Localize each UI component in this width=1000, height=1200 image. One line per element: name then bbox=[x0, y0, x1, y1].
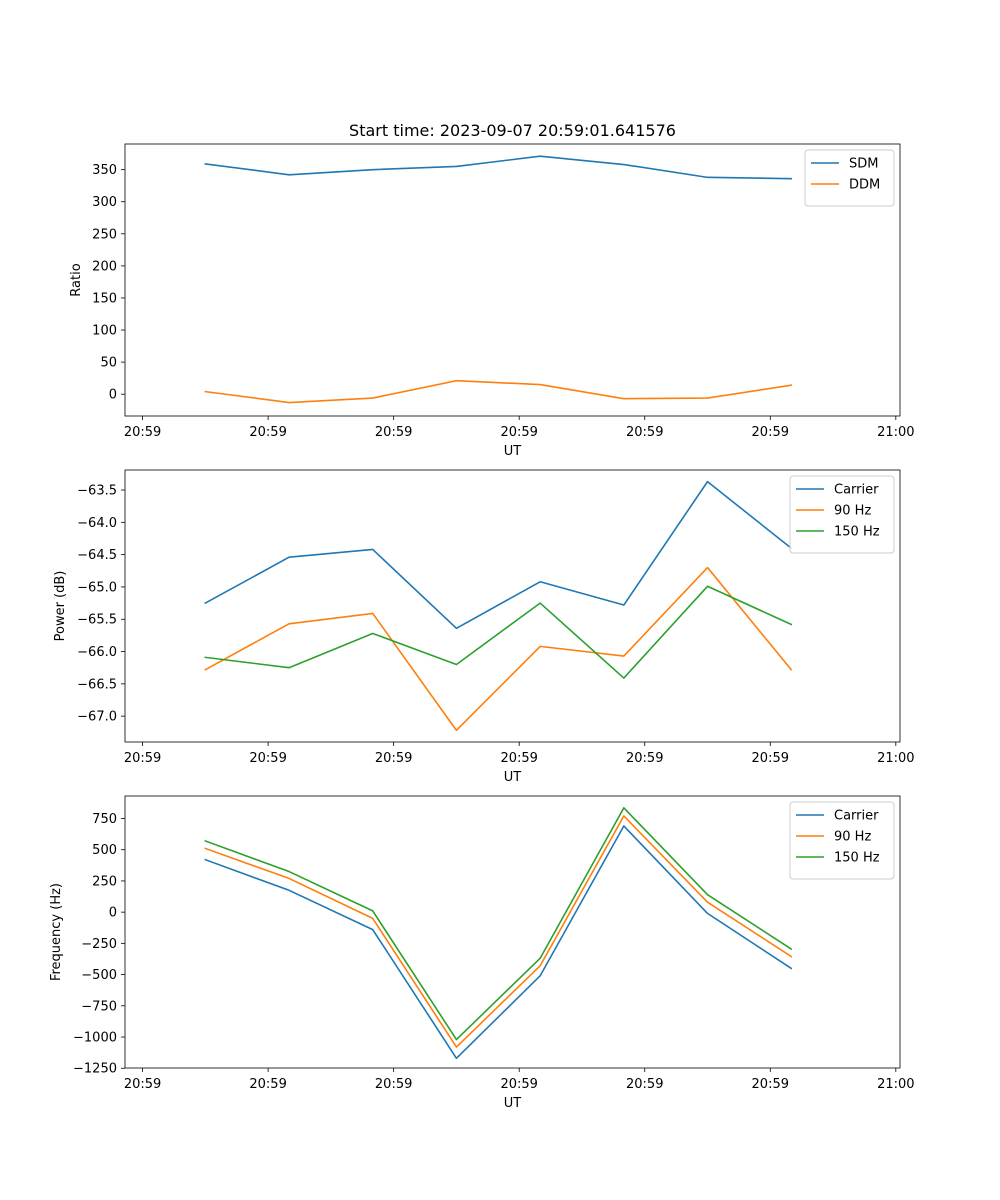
y-tick-label: −64.0 bbox=[77, 516, 117, 531]
plot-frame bbox=[124, 143, 901, 417]
x-tick-label: 21:00 bbox=[877, 751, 914, 766]
legend: Carrier 90 Hz 150 Hz bbox=[789, 475, 895, 554]
x-tick-label: 20:59 bbox=[249, 1077, 286, 1092]
x-tick-label: 20:59 bbox=[626, 425, 663, 440]
series-line-ddm bbox=[204, 379, 793, 404]
y-tick-label: −750 bbox=[81, 999, 117, 1014]
x-tick-label: 20:59 bbox=[626, 1077, 663, 1092]
x-tick-label: 20:59 bbox=[124, 425, 161, 440]
x-tick-label: 20:59 bbox=[375, 1077, 412, 1092]
y-tick-label: −64.5 bbox=[77, 548, 117, 563]
chart-panel-3: 20:59 20:59 20:59 20:59 20:59 20:59 21:00 −1250… bbox=[49, 795, 915, 1111]
y-axis-label: Frequency (Hz) bbox=[49, 883, 64, 981]
legend-box bbox=[804, 149, 895, 207]
x-tick-label: 20:59 bbox=[500, 1077, 537, 1092]
plot-frame bbox=[124, 795, 901, 1069]
y-tick-label: 250 bbox=[92, 874, 117, 889]
x-tick-label: 20:59 bbox=[124, 1077, 161, 1092]
x-tick-label: 20:59 bbox=[752, 425, 789, 440]
legend-entry: Carrier bbox=[834, 809, 879, 824]
y-axis-label: Ratio bbox=[69, 263, 84, 296]
series-line-150-hz bbox=[204, 585, 793, 679]
y-tick-label: −1250 bbox=[73, 1062, 117, 1077]
y-tick-label: −66.0 bbox=[77, 645, 117, 660]
series-line-90-hz bbox=[204, 566, 793, 732]
series-line-90-hz bbox=[204, 815, 793, 1048]
plot-frame bbox=[124, 469, 901, 743]
y-tick-label: −63.5 bbox=[77, 484, 117, 499]
series-line-150-hz bbox=[204, 807, 793, 1041]
y-tick-label: −500 bbox=[81, 968, 117, 983]
legend: SDM DDM bbox=[804, 149, 895, 207]
x-tick-label: 20:59 bbox=[375, 425, 412, 440]
y-tick-label: 200 bbox=[92, 259, 117, 274]
y-tick-label: 750 bbox=[92, 812, 117, 827]
x-tick-label: 21:00 bbox=[877, 1077, 914, 1092]
x-tick-label: 20:59 bbox=[626, 751, 663, 766]
y-tick-label: −65.0 bbox=[77, 580, 117, 595]
x-tick-label: 20:59 bbox=[375, 751, 412, 766]
legend: Carrier 90 Hz 150 Hz bbox=[789, 801, 895, 880]
y-tick-label: 250 bbox=[92, 227, 117, 242]
series-line-carrier bbox=[204, 480, 793, 630]
chart-panel-2: 20:59 20:59 20:59 20:59 20:59 20:59 21:00 −67.0… bbox=[53, 469, 915, 785]
x-tick-label: 20:59 bbox=[249, 751, 286, 766]
legend-entry: 150 Hz bbox=[834, 851, 880, 866]
y-tick-label: −67.0 bbox=[77, 710, 117, 725]
legend-entry: 90 Hz bbox=[834, 504, 871, 519]
y-tick-label: 0 bbox=[109, 906, 117, 921]
x-tick-label: 20:59 bbox=[752, 1077, 789, 1092]
y-tick-label: −250 bbox=[81, 937, 117, 952]
series-line-carrier bbox=[204, 825, 793, 1060]
y-tick-label: −1000 bbox=[73, 1031, 117, 1046]
series-line-sdm bbox=[204, 155, 793, 180]
y-tick-label: 0 bbox=[109, 388, 117, 403]
y-tick-label: 50 bbox=[100, 356, 117, 371]
y-tick-label: 150 bbox=[92, 291, 117, 306]
x-tick-label: 20:59 bbox=[500, 425, 537, 440]
legend-box bbox=[789, 801, 895, 880]
x-tick-label: 20:59 bbox=[500, 751, 537, 766]
x-tick-label: 20:59 bbox=[124, 751, 161, 766]
x-axis-label: UT bbox=[504, 770, 522, 785]
y-tick-label: −66.5 bbox=[77, 677, 117, 692]
chart-panel-1: 20:59 20:59 20:59 20:59 20:59 20:59 21:00 0 50 10… bbox=[69, 143, 915, 459]
figure-title: Start time: 2023-09-07 20:59:01.641576 bbox=[349, 121, 676, 140]
y-tick-label: 500 bbox=[92, 843, 117, 858]
y-tick-label: 100 bbox=[92, 324, 117, 339]
legend-entry: DDM bbox=[849, 178, 880, 193]
y-tick-label: 350 bbox=[92, 163, 117, 178]
legend-entry: 150 Hz bbox=[834, 525, 880, 540]
legend-entry: Carrier bbox=[834, 483, 879, 498]
y-axis-label: Power (dB) bbox=[53, 571, 68, 642]
legend-entry: SDM bbox=[849, 157, 878, 172]
y-tick-label: −65.5 bbox=[77, 613, 117, 628]
x-tick-label: 20:59 bbox=[752, 751, 789, 766]
x-axis-label: UT bbox=[504, 444, 522, 459]
y-tick-label: 300 bbox=[92, 195, 117, 210]
x-axis-label: UT bbox=[504, 1096, 522, 1111]
x-tick-label: 20:59 bbox=[249, 425, 286, 440]
legend-box bbox=[789, 475, 895, 554]
legend-entry: 90 Hz bbox=[834, 830, 871, 845]
x-tick-label: 21:00 bbox=[877, 425, 914, 440]
